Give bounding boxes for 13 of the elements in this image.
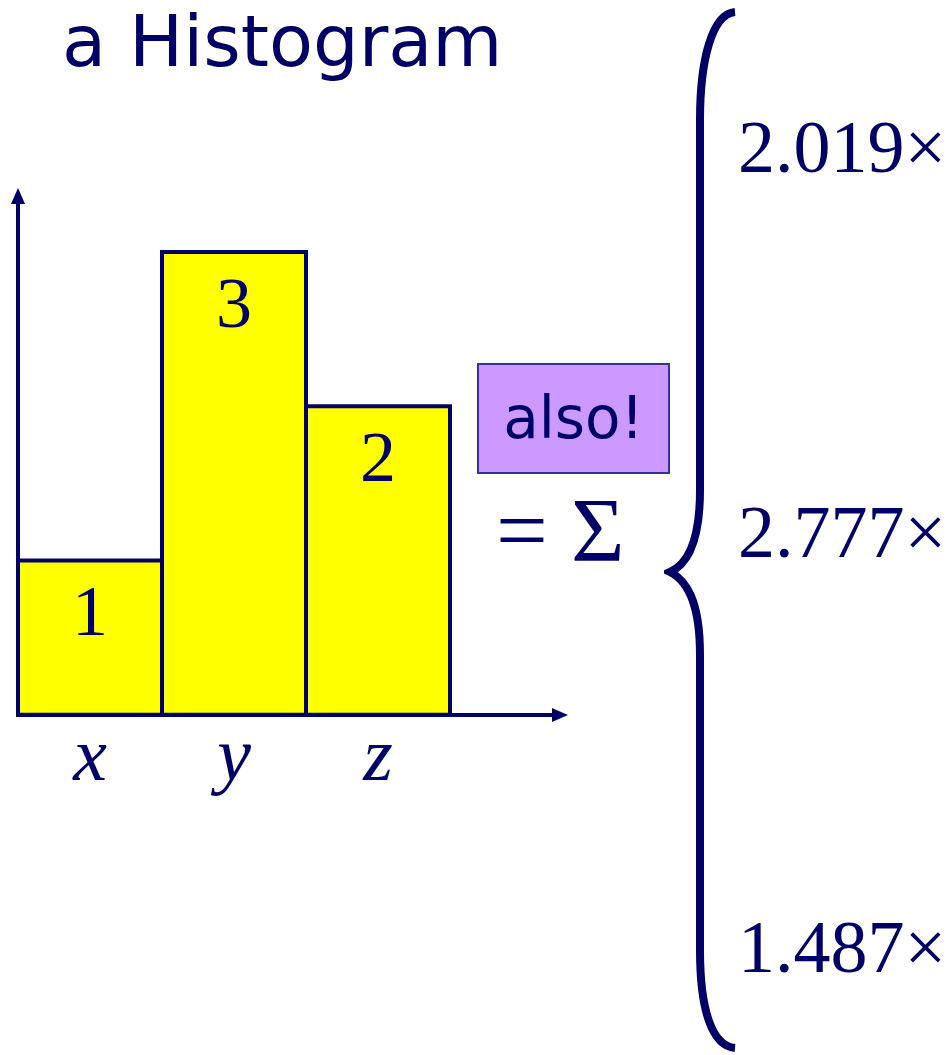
annotation: also! [503, 384, 644, 453]
annotation: = Σ [496, 478, 625, 583]
text: 2.019× [738, 105, 947, 190]
callout-box: also! [477, 363, 670, 474]
text: 2.777× [738, 490, 947, 575]
x-tick-label: y [210, 712, 252, 797]
data-label: 2 [360, 417, 396, 498]
data-label: 3 [216, 262, 252, 343]
data-label: 1 [72, 571, 108, 652]
text: 1.487× [738, 905, 947, 990]
x-tick-label: x [72, 712, 108, 797]
chart-title: a Histogram [62, 0, 503, 83]
x-tick-label: z [362, 712, 393, 797]
